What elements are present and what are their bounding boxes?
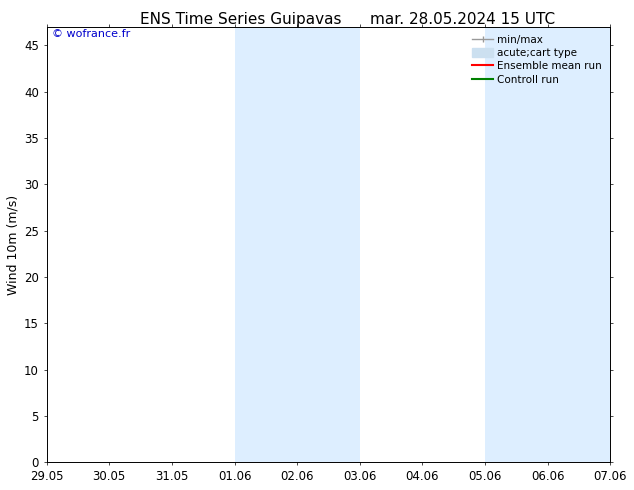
Text: mar. 28.05.2024 15 UTC: mar. 28.05.2024 15 UTC xyxy=(370,12,555,27)
Text: ENS Time Series Guipavas: ENS Time Series Guipavas xyxy=(140,12,342,27)
Legend: min/max, acute;cart type, Ensemble mean run, Controll run: min/max, acute;cart type, Ensemble mean … xyxy=(469,32,605,88)
Bar xyxy=(235,27,359,463)
Text: © wofrance.fr: © wofrance.fr xyxy=(52,29,131,39)
Bar xyxy=(485,27,611,463)
Y-axis label: Wind 10m (m/s): Wind 10m (m/s) xyxy=(7,195,20,294)
